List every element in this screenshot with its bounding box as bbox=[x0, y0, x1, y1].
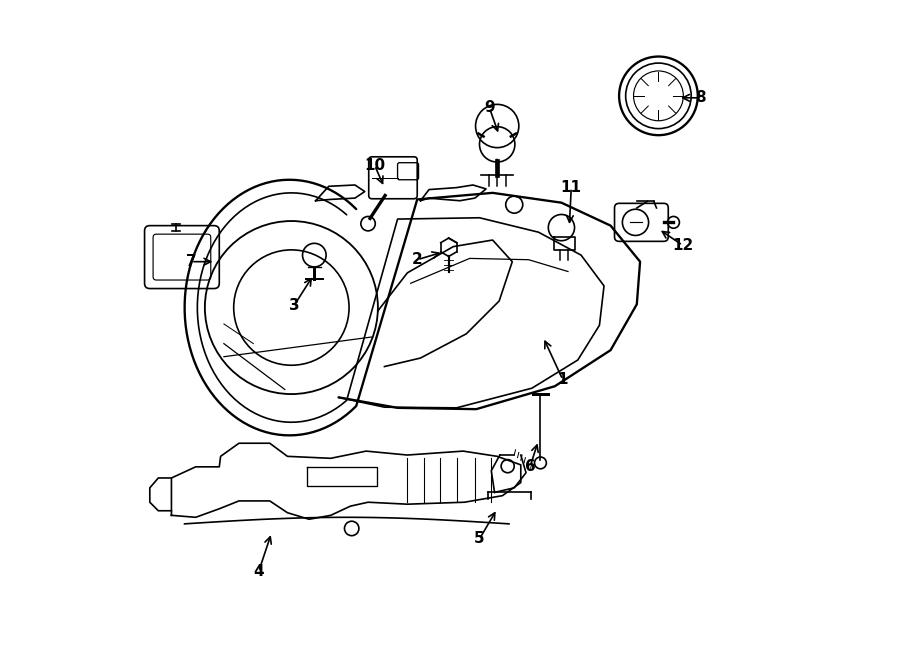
Text: 12: 12 bbox=[672, 238, 693, 253]
Text: 5: 5 bbox=[474, 531, 485, 547]
Text: 6: 6 bbox=[525, 459, 535, 475]
Text: 11: 11 bbox=[561, 180, 581, 195]
Text: 9: 9 bbox=[484, 100, 495, 115]
Text: 4: 4 bbox=[253, 564, 264, 579]
Text: 1: 1 bbox=[557, 372, 568, 387]
Text: 10: 10 bbox=[364, 158, 385, 173]
Text: 8: 8 bbox=[695, 91, 706, 105]
Text: 3: 3 bbox=[289, 298, 300, 313]
Text: 2: 2 bbox=[412, 253, 423, 267]
Text: 7: 7 bbox=[185, 254, 196, 269]
